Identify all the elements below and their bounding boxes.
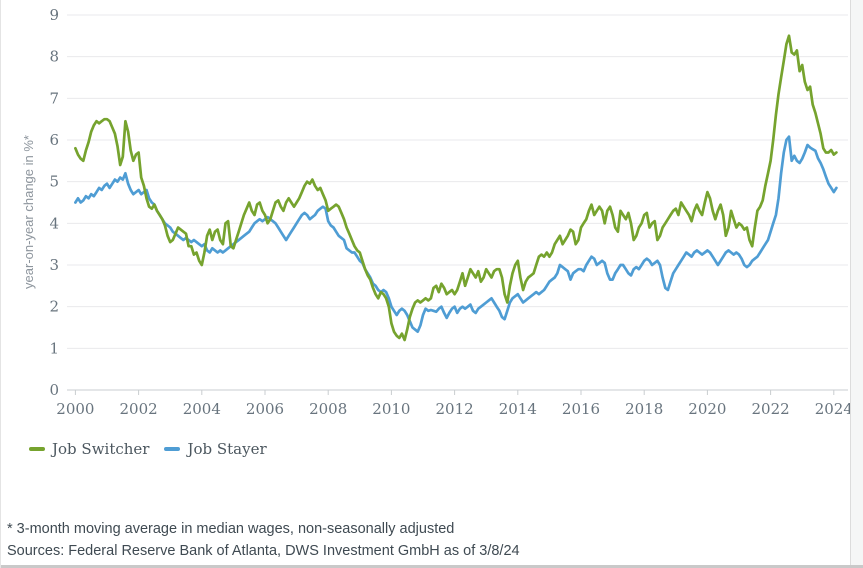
chart-legend: Job Switcher Job Stayer (29, 440, 267, 458)
job-stayer-line-swatch (164, 447, 181, 451)
svg-text:2000: 2000 (56, 400, 94, 418)
svg-text:2020: 2020 (688, 400, 726, 418)
series-line-job-stayer (74, 135, 838, 334)
footnote-sources: Sources: Federal Reserve Bank of Atlanta… (7, 543, 520, 559)
legend-label: Job Switcher (52, 440, 150, 458)
series-line-job-switcher (74, 34, 838, 342)
svg-text:2004: 2004 (183, 400, 221, 418)
svg-text:9: 9 (49, 6, 59, 24)
svg-text:2018: 2018 (625, 400, 663, 418)
x-tick-marks (74, 390, 835, 395)
svg-text:2010: 2010 (372, 400, 410, 418)
svg-text:2: 2 (49, 298, 59, 316)
svg-text:2006: 2006 (246, 400, 284, 418)
svg-text:6: 6 (49, 131, 59, 149)
svg-text:3: 3 (49, 256, 59, 274)
svg-text:2024: 2024 (815, 400, 853, 418)
job-switcher-line-swatch (29, 447, 45, 451)
svg-text:0: 0 (49, 381, 59, 399)
svg-text:2022: 2022 (752, 400, 790, 418)
svg-text:4: 4 (49, 214, 59, 232)
svg-text:2016: 2016 (562, 400, 600, 418)
y-tick-labels: 0 1 2 3 4 5 6 7 8 9 (49, 6, 59, 399)
footnote-methodology: * 3-month moving average in median wages… (7, 521, 455, 537)
y-axis-title: year-on-year change in %* (21, 135, 36, 289)
svg-text:2012: 2012 (436, 400, 474, 418)
gridlines (67, 14, 848, 349)
svg-text:8: 8 (49, 48, 59, 66)
svg-text:7: 7 (49, 89, 59, 107)
x-tick-labels: 2000 2002 2004 2006 2008 2010 2012 2014 2016 2018… (56, 400, 853, 418)
vertical-scrollbar[interactable] (850, 0, 863, 565)
legend-item-job-stayer: Job Stayer (164, 440, 267, 458)
svg-text:2008: 2008 (309, 400, 347, 418)
legend-item-job-switcher: Job Switcher (29, 440, 149, 458)
svg-text:1: 1 (49, 339, 59, 357)
window-bottom-edge (1, 565, 863, 568)
svg-text:2002: 2002 (120, 400, 158, 418)
chart-footnotes: * 3-month moving average in median wages… (7, 518, 707, 562)
svg-text:5: 5 (49, 173, 59, 191)
legend-label: Job Stayer (187, 440, 267, 458)
svg-text:2014: 2014 (499, 400, 537, 418)
